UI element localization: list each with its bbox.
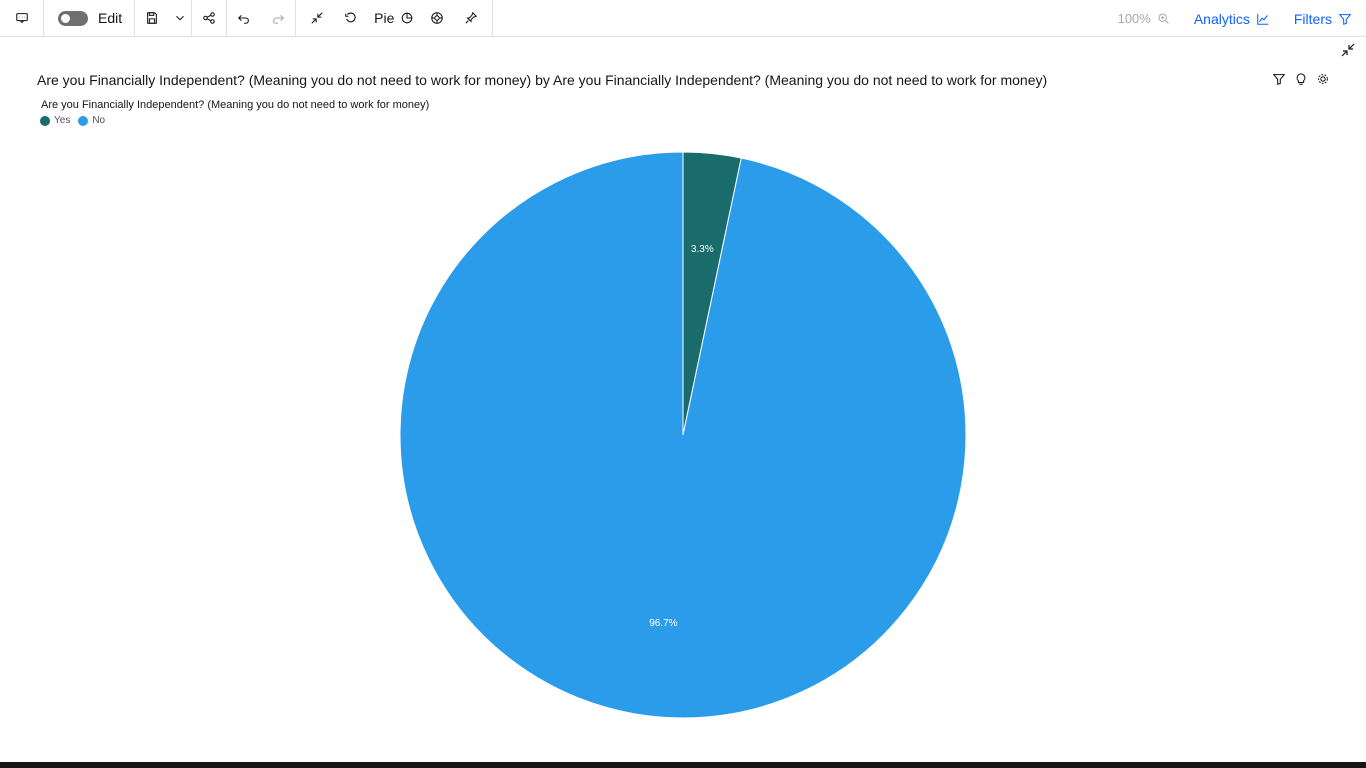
pie-label-no: 96.7% <box>649 618 677 629</box>
toolbar: Edit Pie <box>0 0 1366 37</box>
settings-icon[interactable] <box>1316 72 1330 86</box>
analytics-label: Analytics <box>1193 10 1250 27</box>
save-icon[interactable] <box>135 0 169 37</box>
lightbulb-icon[interactable] <box>1294 72 1308 86</box>
pie-slice-no[interactable] <box>399 151 967 719</box>
visualization-actions <box>1272 72 1330 86</box>
legend-item-no[interactable]: No <box>78 115 105 126</box>
minimize-icon[interactable] <box>300 0 334 37</box>
legend-swatch-no <box>78 115 89 126</box>
zoom-control: 100% <box>1118 11 1170 26</box>
legend-label-yes: Yes <box>54 115 71 126</box>
filters-button[interactable]: Filters <box>1294 11 1352 27</box>
redo-icon <box>261 0 295 37</box>
legend: Yes No <box>40 115 105 126</box>
zoom-label: 100% <box>1117 11 1151 26</box>
explore-icon[interactable] <box>420 0 454 37</box>
collapse-icon[interactable] <box>1340 42 1358 60</box>
share-icon[interactable] <box>192 0 226 37</box>
undo-icon[interactable] <box>227 0 261 37</box>
zoom-in-icon <box>1158 13 1169 24</box>
comment-icon[interactable] <box>5 0 39 37</box>
chart-type-button[interactable]: Pie <box>368 0 420 37</box>
pie-label-yes: 3.3% <box>691 244 714 255</box>
pie-chart: 3.3% 96.7% <box>399 151 967 719</box>
edit-label: Edit <box>98 10 123 26</box>
pin-icon[interactable] <box>454 0 488 37</box>
visualization-title: Are you Financially Independent? (Meanin… <box>37 72 1048 88</box>
legend-swatch-yes <box>40 115 50 126</box>
legend-label-no: No <box>92 115 106 126</box>
analytics-button[interactable]: Analytics <box>1194 11 1270 27</box>
bottom-bar <box>0 762 1366 768</box>
chevron-down-icon[interactable] <box>169 0 191 37</box>
filter-icon[interactable] <box>1272 72 1286 86</box>
filters-label: Filters <box>1293 10 1332 27</box>
chart-type-label: Pie <box>374 10 395 26</box>
filter-icon <box>1338 13 1352 25</box>
reset-icon[interactable] <box>334 0 368 37</box>
legend-item-yes[interactable]: Yes <box>40 115 70 126</box>
pie-chart-icon <box>402 12 413 24</box>
legend-title: Are you Financially Independent? (Meanin… <box>41 99 430 111</box>
analytics-icon <box>1257 13 1269 25</box>
edit-toggle[interactable] <box>58 10 88 26</box>
